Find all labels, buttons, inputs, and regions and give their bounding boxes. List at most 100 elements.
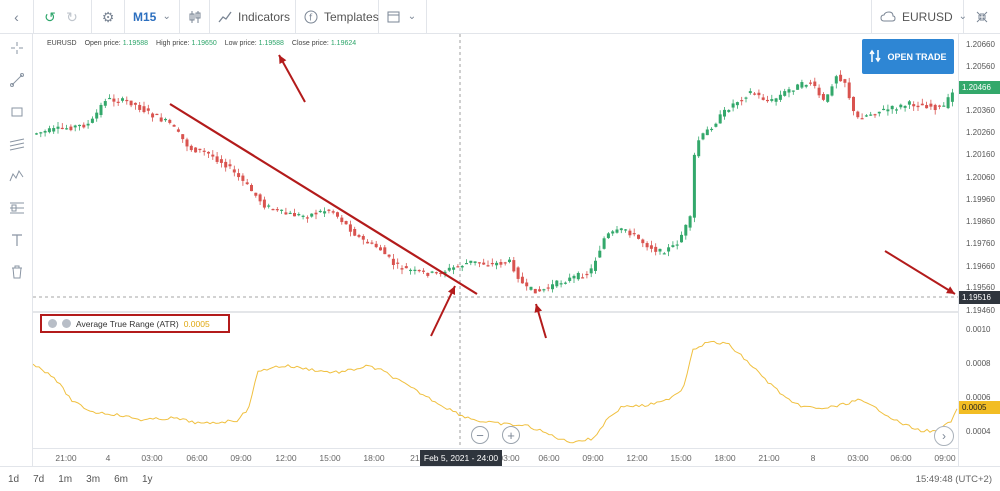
- candle-body: [895, 109, 898, 111]
- ohlc-open: Open price: 1.19588: [85, 40, 148, 47]
- templates-button[interactable]: f Templates: [296, 0, 379, 34]
- candle-body: [452, 267, 456, 270]
- crosshair-tool[interactable]: [0, 34, 33, 66]
- gear-icon[interactable]: [62, 319, 71, 328]
- period-7d[interactable]: 7d: [33, 473, 45, 485]
- chart-type-button[interactable]: [180, 0, 210, 34]
- candle-body: [946, 97, 950, 109]
- period-1y[interactable]: 1y: [141, 473, 153, 485]
- candle-body: [938, 105, 941, 107]
- candle-body: [761, 97, 765, 100]
- candle-body: [568, 277, 572, 281]
- candle-body: [950, 92, 954, 102]
- annotation-arrow-left-head: [447, 286, 456, 295]
- indicators-button[interactable]: Indicators: [210, 0, 296, 34]
- candle-body: [740, 100, 744, 102]
- time-tick-label: 06:00: [890, 453, 912, 463]
- candle-body: [207, 151, 210, 154]
- trash-icon: [11, 265, 23, 284]
- rectangle-tool[interactable]: [0, 98, 33, 130]
- period-1d[interactable]: 1d: [8, 473, 20, 485]
- candle-body: [598, 250, 602, 258]
- candle-body: [280, 209, 284, 211]
- back-button[interactable]: ‹: [0, 0, 34, 34]
- candle-body: [176, 129, 180, 132]
- indicators-icon: [218, 9, 232, 25]
- redo-icon[interactable]: ↻: [66, 8, 78, 25]
- candle-body: [198, 148, 202, 151]
- candle-body: [611, 231, 615, 234]
- candle-body: [323, 211, 327, 214]
- high-value: 1.19650: [191, 40, 217, 47]
- channel-tool[interactable]: [0, 130, 33, 162]
- crosshair-icon: [10, 41, 24, 60]
- period-1m[interactable]: 1m: [58, 473, 73, 485]
- candle-body: [581, 277, 585, 279]
- period-3m[interactable]: 3m: [86, 473, 101, 485]
- candle-body: [563, 282, 567, 284]
- atr-tick-label: 0.0010: [966, 325, 991, 334]
- candle-body: [753, 93, 757, 95]
- candle-body: [800, 82, 804, 88]
- fullscreen-button[interactable]: [964, 0, 1000, 34]
- delete-tool[interactable]: [0, 258, 33, 290]
- candle-body: [469, 260, 473, 263]
- price-chart[interactable]: [33, 34, 958, 466]
- candle-body: [787, 89, 791, 93]
- candle-body: [477, 262, 481, 264]
- time-tick-label: 18:00: [363, 453, 385, 463]
- candle-body: [516, 267, 520, 279]
- close-value: 1.19624: [330, 40, 357, 47]
- candle-body: [103, 101, 107, 106]
- price-tick-label: 1.19460: [966, 306, 995, 315]
- settings-button[interactable]: ⚙: [92, 0, 125, 34]
- time-tick-label: 15:00: [670, 453, 692, 463]
- undo-icon[interactable]: ↺: [44, 8, 56, 25]
- open-label: Open price:: [84, 40, 121, 47]
- period-6m[interactable]: 6m: [114, 473, 128, 485]
- candle-body: [211, 154, 215, 157]
- open-trade-button[interactable]: OPEN TRADE: [862, 39, 954, 74]
- candle-body: [503, 262, 507, 264]
- candle-body: [284, 212, 288, 215]
- zoom-out-button[interactable]: −: [471, 426, 489, 444]
- candle-body: [241, 175, 245, 181]
- zoom-in-button[interactable]: +: [502, 426, 520, 444]
- drawing-toolbar: [0, 34, 33, 466]
- candle-body: [770, 99, 774, 101]
- symbol-select[interactable]: EURUSD ⌄: [871, 0, 967, 34]
- candle-body: [731, 103, 735, 108]
- scroll-to-latest-button[interactable]: ›: [934, 426, 954, 446]
- candle-body: [520, 276, 524, 284]
- candle-body: [366, 241, 370, 244]
- drawn-trendline: [169, 103, 478, 295]
- candle-body: [86, 123, 90, 126]
- candle-body: [864, 115, 868, 117]
- trade-arrows-icon: [869, 49, 882, 65]
- timeframe-select[interactable]: M15 ⌄: [125, 0, 180, 34]
- candle-body: [847, 82, 851, 99]
- calendar-select[interactable]: ⌄: [379, 0, 427, 34]
- candle-body: [189, 145, 193, 151]
- text-tool[interactable]: [0, 226, 33, 258]
- candle-body: [508, 259, 511, 263]
- candle-body: [370, 242, 374, 244]
- candle-body: [78, 124, 81, 127]
- candle-body: [129, 100, 133, 106]
- close-icon[interactable]: [48, 319, 57, 328]
- ohlc-low: Low price: 1.19588: [225, 40, 284, 47]
- pattern-tool[interactable]: [0, 162, 33, 194]
- candle-body: [336, 212, 339, 217]
- candle-body: [757, 92, 761, 96]
- candle-body: [585, 273, 589, 276]
- candle-body: [697, 140, 701, 157]
- candle-body: [899, 104, 903, 108]
- fibonacci-tool[interactable]: [0, 194, 33, 226]
- candle-body: [99, 104, 103, 115]
- candle-body: [783, 91, 787, 96]
- candle-body: [744, 97, 748, 99]
- candle-body: [39, 132, 43, 134]
- trendline-tool[interactable]: [0, 66, 33, 98]
- candle-body: [314, 212, 318, 215]
- candle-body: [327, 209, 331, 211]
